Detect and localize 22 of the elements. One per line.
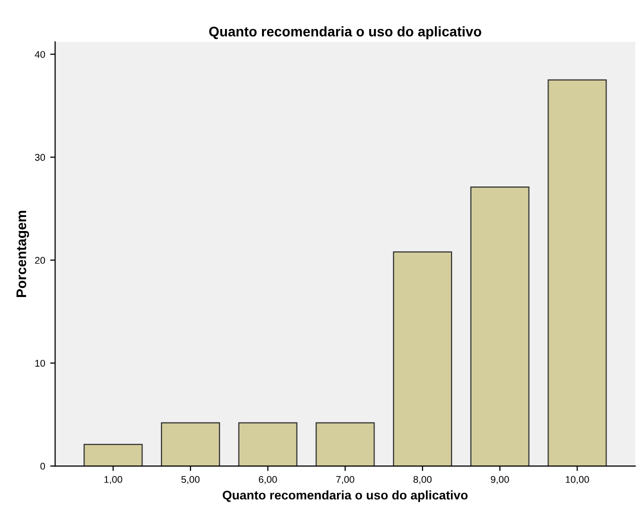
chart-title: Quanto recomendaria o uso do aplicativo (209, 26, 482, 40)
bar (548, 79, 607, 466)
y-tick-label: 10 (35, 360, 46, 367)
x-tick-label: 8,00 (413, 476, 432, 484)
x-tick-label: 6,00 (258, 476, 277, 484)
x-tick-label: 1,00 (104, 476, 122, 484)
y-tick-label: 20 (35, 256, 46, 264)
x-tick-label: 7,00 (336, 476, 354, 484)
y-tick-label: 0 (40, 462, 46, 470)
x-tick-label: 10,00 (566, 476, 590, 484)
x-tick-label: 5,00 (181, 476, 200, 484)
bar (470, 186, 530, 466)
bar (84, 444, 143, 466)
bar (316, 422, 375, 466)
bar (392, 251, 452, 466)
y-axis-title: Porcentagem (16, 210, 30, 298)
x-tick-label: 9,00 (490, 476, 509, 484)
y-tick-label: 40 (34, 50, 46, 58)
y-tick-label: 30 (34, 154, 46, 161)
bar (160, 422, 220, 466)
bar (238, 422, 298, 466)
x-axis-title: Quanto recomendaria o uso do aplicativo (222, 490, 468, 502)
